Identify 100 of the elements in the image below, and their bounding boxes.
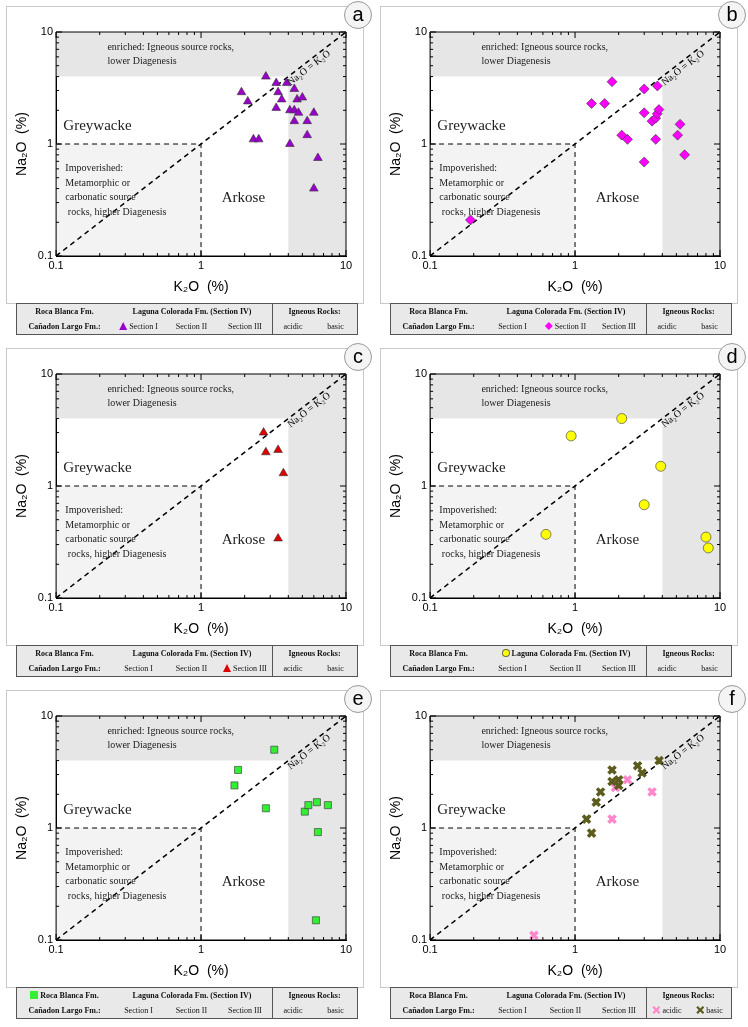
y-tick-label: 10 [414, 709, 428, 722]
y-tick-label: 0.1 [37, 591, 54, 604]
x-axis-title: K₂O (%) [547, 962, 603, 979]
text: f [718, 685, 746, 713]
x-axis-title: K₂O (%) [173, 962, 229, 979]
y-tick-label: 1 [420, 137, 428, 150]
y-tick-label: 10 [40, 367, 54, 380]
band-label: enriched: Igneous source rocks, lower Diagenesis [107, 724, 235, 750]
text: Laguna Colorada Fm. (Section IV) [131, 990, 253, 1002]
text: Section III [227, 321, 263, 333]
text: Section I [497, 1005, 528, 1017]
text: Na₂O = K₂O [285, 389, 333, 430]
text: acidic [282, 1005, 304, 1017]
text: Section I [497, 663, 528, 675]
annotation: Arkose [221, 872, 266, 889]
y-tick-label: 0.1 [37, 933, 54, 946]
y-axis-title: Na₂O (%) [13, 454, 30, 518]
text: Cañadon Largo Fm.: [27, 1005, 102, 1017]
text: Igneous Rocks: [287, 648, 342, 660]
text: Section III [601, 1005, 637, 1017]
text: Laguna Colorada Fm. (Section IV) [131, 648, 253, 660]
text: Section II [548, 1005, 583, 1017]
text: Section II [174, 321, 209, 333]
legend-label: Section II [553, 321, 588, 333]
annotation: Greywacke [63, 459, 132, 476]
x-tick-label: 1 [197, 600, 205, 613]
annotation: Greywacke [63, 117, 132, 134]
text: acidic [282, 663, 304, 675]
text: Section I [123, 663, 154, 675]
legend-label: acidic [661, 1005, 683, 1017]
text: Cañadon Largo Fm.: [401, 1005, 476, 1017]
text: Cañadon Largo Fm.: [401, 321, 476, 333]
text: Laguna Colorada Fm. (Section IV) [505, 990, 627, 1002]
text: Section II [174, 663, 209, 675]
y-tick-label: 0.1 [37, 249, 54, 262]
annotation: Impoverished: Metamorphic or carbonatic source rocks, higher Diagenesis [439, 162, 541, 217]
band-label: enriched: Igneous source rocks, lower Diagenesis [481, 40, 609, 66]
x-tick-label: 10 [713, 600, 727, 613]
text: basic [326, 663, 345, 675]
y-axis-title: Na₂O (%) [13, 796, 30, 860]
annotation: Impoverished: Metamorphic or carbonatic source rocks, higher Diagenesis [65, 846, 167, 901]
text: Na₂O = K₂O [659, 731, 707, 772]
y-tick-label: 1 [46, 137, 54, 150]
text: Laguna Colorada Fm. (Section IV) [505, 306, 627, 318]
y-tick-label: 10 [40, 25, 54, 38]
text: Igneous Rocks: [661, 990, 716, 1002]
text: Section III [601, 321, 637, 333]
text: Roca Blanca Fm. [408, 990, 469, 1002]
y-tick-label: 10 [414, 25, 428, 38]
band-label: enriched: Igneous source rocks, lower Diagenesis [107, 40, 235, 66]
band-label: enriched: Igneous source rocks, lower Diagenesis [481, 724, 609, 750]
annotation: Greywacke [63, 801, 132, 818]
x-tick-label: 1 [197, 942, 205, 955]
y-tick-label: 10 [40, 709, 54, 722]
text: basic [326, 1005, 345, 1017]
annotation: Impoverished: Metamorphic or carbonatic source rocks, higher Diagenesis [439, 846, 541, 901]
text: basic [700, 321, 719, 333]
y-tick-label: 1 [46, 821, 54, 834]
x-axis-title: K₂O (%) [173, 620, 229, 637]
annotation: Greywacke [437, 459, 506, 476]
x-tick-label: 10 [339, 600, 353, 613]
x-tick-label: 10 [339, 258, 353, 271]
x-tick-label: 10 [339, 942, 353, 955]
legend-label: Roca Blanca Fm. [39, 990, 100, 1002]
x-tick-label: 1 [197, 258, 205, 271]
y-tick-label: 1 [46, 479, 54, 492]
y-tick-label: 0.1 [411, 591, 428, 604]
text: basic [700, 663, 719, 675]
y-tick-label: 1 [420, 479, 428, 492]
text: acidic [656, 663, 678, 675]
annotation: Arkose [595, 872, 640, 889]
text: Roca Blanca Fm. [408, 306, 469, 318]
y-tick-label: 0.1 [411, 249, 428, 262]
text: Igneous Rocks: [661, 648, 716, 660]
y-axis-title: Na₂O (%) [387, 112, 404, 176]
annotation: Impoverished: Metamorphic or carbonatic source rocks, higher Diagenesis [65, 504, 167, 559]
x-axis-title: K₂O (%) [547, 278, 603, 295]
text: a [344, 1, 372, 29]
text: acidic [656, 321, 678, 333]
x-axis-title: K₂O (%) [173, 278, 229, 295]
text: basic [326, 321, 345, 333]
annotation: Arkose [595, 530, 640, 547]
text: acidic [282, 321, 304, 333]
text: Na₂O = K₂O [285, 47, 333, 88]
text: Na₂O = K₂O [659, 389, 707, 430]
text: Igneous Rocks: [661, 306, 716, 318]
text: Cañadon Largo Fm.: [27, 321, 102, 333]
text: Section II [174, 1005, 209, 1017]
y-tick-label: 10 [414, 367, 428, 380]
y-tick-label: 0.1 [411, 933, 428, 946]
y-axis-title: Na₂O (%) [387, 454, 404, 518]
y-axis-title: Na₂O (%) [387, 796, 404, 860]
text: e [344, 685, 372, 713]
text: d [718, 343, 746, 371]
annotation: Impoverished: Metamorphic or carbonatic source rocks, higher Diagenesis [439, 504, 541, 559]
text: c [344, 343, 372, 371]
legend-label: Section I [128, 321, 159, 333]
x-tick-label: 1 [571, 942, 579, 955]
legend-label: basic [705, 1005, 724, 1017]
text: Cañadon Largo Fm.: [401, 663, 476, 675]
